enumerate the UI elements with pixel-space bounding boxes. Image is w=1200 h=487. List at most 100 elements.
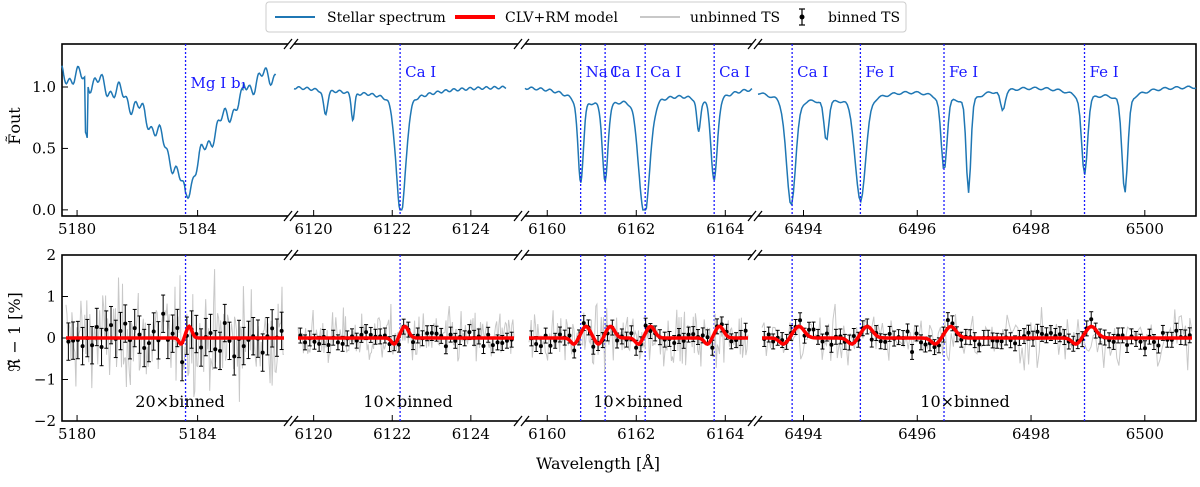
binned-ts-marker [729,339,734,344]
binned-ts-marker [591,344,596,349]
binned-ts-point [227,321,232,361]
binned-ts-marker [429,331,434,336]
binned-ts-marker [1125,342,1130,347]
clv-rm-model-line [762,324,1192,347]
binned-ts-marker [227,338,232,343]
binned-ts-marker [303,340,308,345]
binned-ts-marker [691,332,696,337]
binned-ts-marker [312,339,317,344]
binned-ts-marker [467,330,472,335]
top-axis-break-mark [513,210,523,222]
binned-ts-point [869,331,874,348]
spectral-line-label: Fe I [1090,63,1119,81]
bottom-x-tick-label: 6496 [898,425,936,443]
binned-ts-marker [548,343,553,348]
binned-ts-point [359,326,364,343]
binned-ts-marker [411,340,416,345]
legend-swatch-binned [799,8,805,26]
bottom-y-tick-label: 2 [46,246,56,264]
binned-ts-marker [1174,328,1179,333]
bottom-axis-break-mark [289,415,299,427]
bottom-axis-break-gap [752,253,758,257]
top-axis-break-gap [752,214,758,218]
bottom-y-tick-label: −1 [34,371,56,389]
binned-ts-marker [1151,339,1156,344]
binned-ts-marker [743,328,748,333]
binned-ts-point [591,338,596,355]
binned-ts-point [104,310,109,349]
top-axis-break-mark [289,210,299,222]
spectral-line-label: Ca I [719,63,750,81]
top-x-tick-label: 6494 [784,220,822,238]
binned-ts-marker [118,329,123,334]
top-axis-break-gap [752,42,758,46]
binned-ts-marker [99,345,104,350]
top-panel-frame [61,43,1197,217]
top-axis-break-mark [283,38,293,50]
binned-ts-point [161,294,166,333]
top-x-tick-label: 6496 [898,220,936,238]
binned-ts-point [995,332,1000,349]
binned-ts-marker [317,341,322,346]
binned-ts-marker [448,332,453,337]
binned-ts-point [999,333,1004,350]
bin-factor-label: 10×binned [363,392,452,411]
clv-rm-model-line [66,324,284,346]
binned-ts-point [486,326,491,343]
binned-ts-marker [538,344,543,349]
top-axis-break-gap [288,42,294,46]
binned-ts-marker [208,330,213,335]
binned-ts-marker [910,349,915,354]
binned-ts-marker [132,326,137,331]
legend: Stellar spectrum CLV+RM model unbinned T… [265,1,907,33]
top-axis-break-mark [520,210,530,222]
binned-ts-marker [1138,339,1143,344]
bottom-axis-break-mark [753,415,763,427]
binned-ts-point [453,332,458,349]
top-axis-break-mark [747,210,757,222]
top-x-tick-label: 5180 [58,220,96,238]
binned-ts-marker [950,321,955,326]
binned-ts-point [481,338,486,355]
binned-ts-marker [771,339,776,344]
binned-ts-marker [1142,346,1147,351]
binned-ts-point [279,311,284,351]
stellar-spectrum-line [61,65,277,200]
binned-ts-marker [1013,341,1018,346]
binned-ts-marker [199,345,204,350]
bottom-axis-break-mark [520,415,530,427]
binned-ts-point [824,325,829,342]
binned-ts-marker [241,344,246,349]
binned-ts-marker [977,342,982,347]
binned-ts-marker [434,331,439,336]
binned-ts-marker [146,341,151,346]
binned-ts-point [222,303,227,343]
binned-ts-point [241,326,246,366]
bottom-x-tick-label: 6160 [528,425,566,443]
top-y-tick-label: 0.5 [32,139,56,157]
binned-ts-marker [218,348,223,353]
binned-ts-point [1116,327,1121,344]
top-axis-break-gap [288,214,294,218]
binned-ts-marker [425,331,430,336]
bottom-x-tick-label: 6500 [1126,425,1164,443]
binned-ts-point [681,332,686,349]
binned-ts-marker [213,347,218,352]
binned-ts-point [1169,331,1174,348]
bin-factor-label: 10×binned [920,392,1009,411]
clv-rm-model-line [529,324,748,346]
binned-ts-point [910,343,915,360]
bottom-axis-break-gap [288,419,294,423]
binned-ts-marker [104,327,109,332]
spectral-line-label: Fe I [865,63,894,81]
binned-ts-marker [368,332,373,337]
spectral-line-label: Fe I [949,63,978,81]
binned-ts-marker [629,331,634,336]
binned-ts-marker [326,342,331,347]
binned-ts-marker [820,339,825,344]
binned-ts-marker [1026,330,1031,335]
top-axis-break-gap [518,214,525,218]
binned-ts-marker [443,344,448,349]
bottom-axis-break-mark [283,249,293,261]
